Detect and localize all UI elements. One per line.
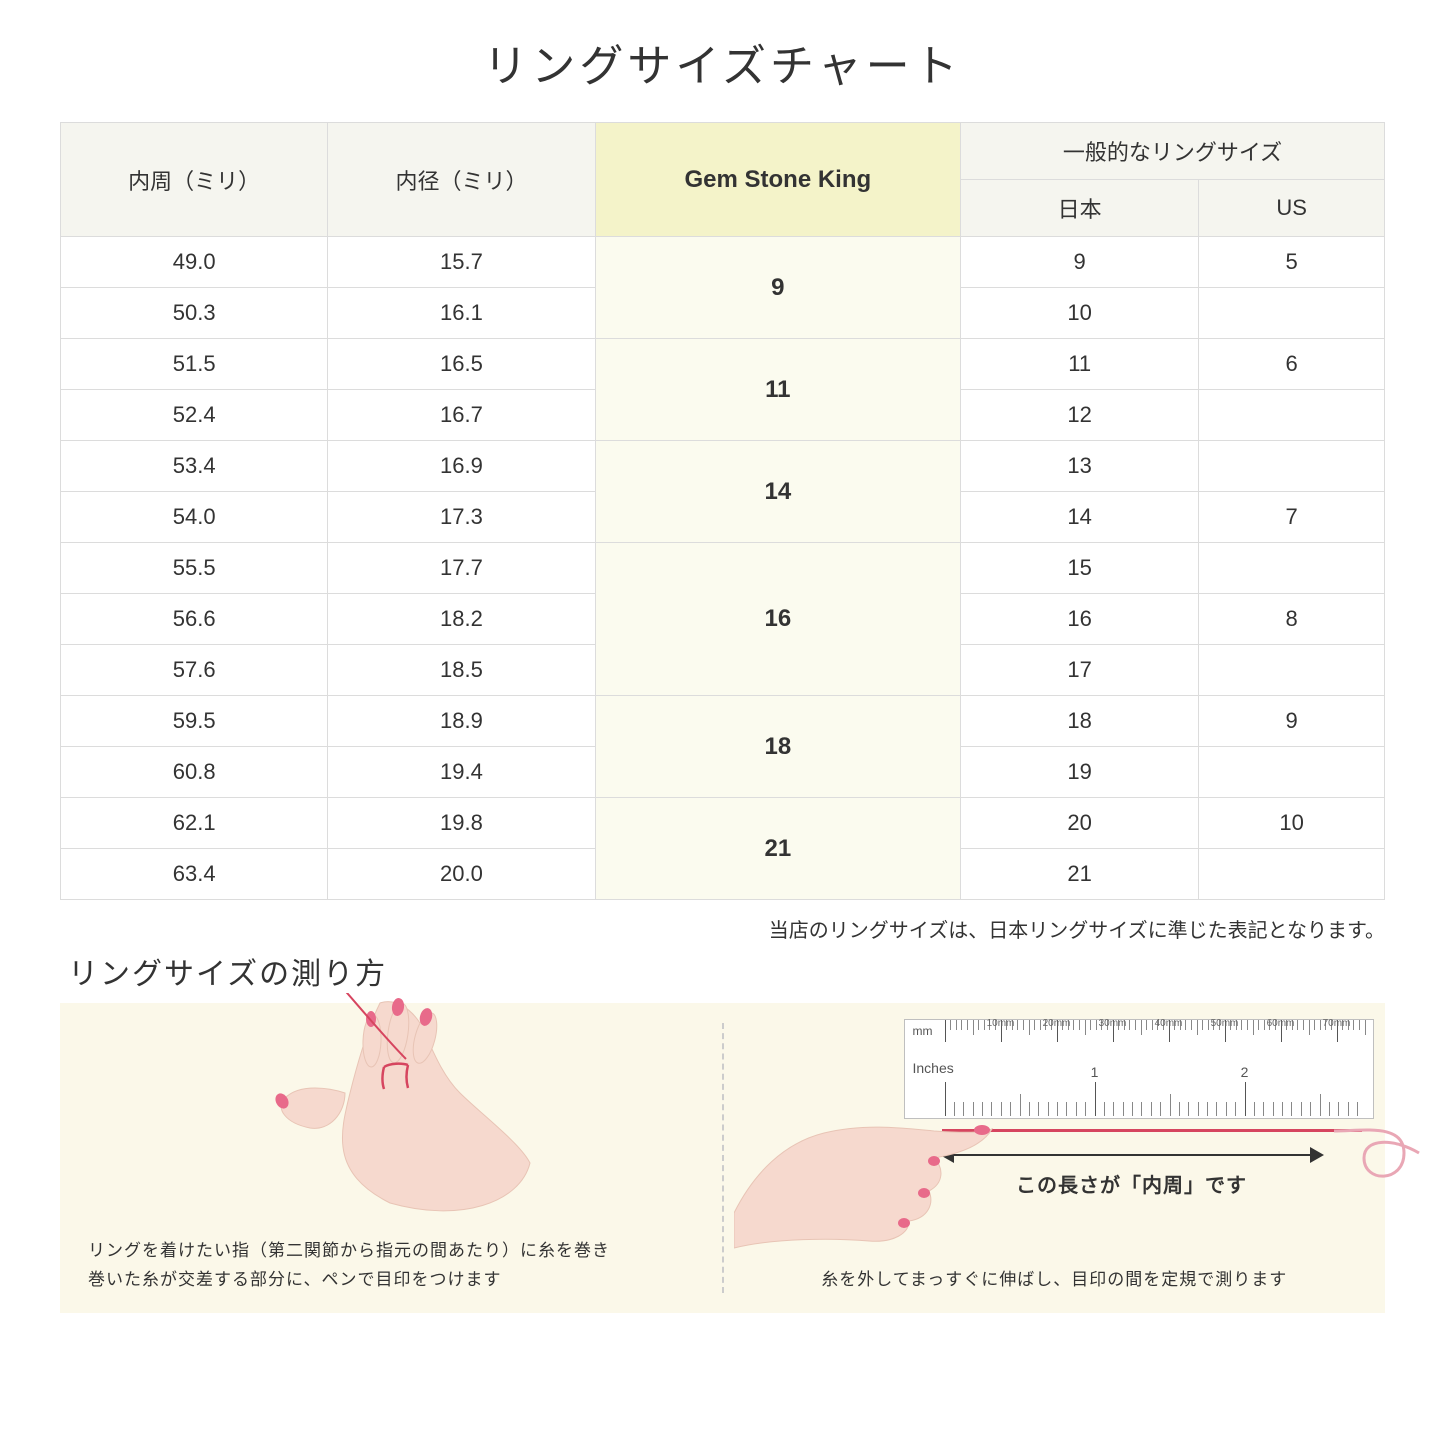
howto-left-caption: リングを着けたい指（第二関節から指元の間あたり）に糸を巻き 巻いた糸が交差する部… (88, 1237, 694, 1295)
cell-us: 10 (1199, 798, 1385, 849)
cell-us (1199, 747, 1385, 798)
howto-panel-left: リングを着けたい指（第二関節から指元の間あたり）に糸を巻き 巻いた糸が交差する部… (60, 1003, 722, 1313)
size-note: 当店のリングサイズは、日本リングサイズに準じた表記となります。 (60, 914, 1385, 943)
cell-circumference: 60.8 (61, 747, 328, 798)
table-row: 49.015.7995 (61, 237, 1385, 288)
cell-japan: 15 (961, 543, 1199, 594)
page-title: リングサイズチャート (60, 30, 1385, 94)
cell-japan: 14 (961, 492, 1199, 543)
cell-japan: 13 (961, 441, 1199, 492)
cell-diameter: 17.7 (328, 543, 595, 594)
table-row: 59.518.918189 (61, 696, 1385, 747)
cell-japan: 21 (961, 849, 1199, 900)
cell-circumference: 49.0 (61, 237, 328, 288)
cell-circumference: 55.5 (61, 543, 328, 594)
cell-japan: 10 (961, 288, 1199, 339)
howto-right-caption: 糸を外してまっすぐに伸ばし、目印の間を定規で測ります (752, 1266, 1358, 1295)
cell-circumference: 50.3 (61, 288, 328, 339)
cell-circumference: 62.1 (61, 798, 328, 849)
cell-japan: 19 (961, 747, 1199, 798)
cell-us (1199, 441, 1385, 492)
cell-diameter: 16.9 (328, 441, 595, 492)
col-diameter: 内径（ミリ） (328, 123, 595, 237)
howto-panel: リングを着けたい指（第二関節から指元の間あたり）に糸を巻き 巻いた糸が交差する部… (60, 1003, 1385, 1313)
cell-diameter: 16.1 (328, 288, 595, 339)
cell-us: 8 (1199, 594, 1385, 645)
cell-japan: 20 (961, 798, 1199, 849)
cell-us (1199, 849, 1385, 900)
ruler-mm-label: mm (913, 1024, 933, 1038)
cell-circumference: 52.4 (61, 390, 328, 441)
cell-japan: 18 (961, 696, 1199, 747)
cell-circumference: 53.4 (61, 441, 328, 492)
cell-diameter: 17.3 (328, 492, 595, 543)
measurement-arrow-icon (942, 1145, 1322, 1165)
cell-us (1199, 543, 1385, 594)
cell-circumference: 57.6 (61, 645, 328, 696)
col-gsk: Gem Stone King (595, 123, 960, 237)
cell-gsk: 18 (595, 696, 960, 798)
cell-diameter: 18.9 (328, 696, 595, 747)
thread-curl-icon (1334, 1103, 1424, 1193)
cell-japan: 12 (961, 390, 1199, 441)
cell-gsk: 21 (595, 798, 960, 900)
cell-gsk: 9 (595, 237, 960, 339)
table-row: 53.416.91413 (61, 441, 1385, 492)
hand-point-icon (734, 1073, 994, 1253)
cell-us: 7 (1199, 492, 1385, 543)
hand-wrap-thread-icon (230, 993, 550, 1223)
cell-diameter: 20.0 (328, 849, 595, 900)
cell-circumference: 56.6 (61, 594, 328, 645)
col-general-group: 一般的なリングサイズ (961, 123, 1385, 180)
howto-panel-right: mm Inches 10mm20mm30mm40mm50mm60mm70mm 1… (724, 1003, 1386, 1313)
col-circumference: 内周（ミリ） (61, 123, 328, 237)
ring-size-table: 内周（ミリ） 内径（ミリ） Gem Stone King 一般的なリングサイズ … (60, 122, 1385, 900)
cell-japan: 16 (961, 594, 1199, 645)
cell-diameter: 16.7 (328, 390, 595, 441)
cell-circumference: 63.4 (61, 849, 328, 900)
cell-diameter: 19.8 (328, 798, 595, 849)
table-row: 51.516.511116 (61, 339, 1385, 390)
cell-us: 9 (1199, 696, 1385, 747)
cell-us (1199, 390, 1385, 441)
table-row: 62.119.8212010 (61, 798, 1385, 849)
cell-circumference: 51.5 (61, 339, 328, 390)
table-row: 55.517.71615 (61, 543, 1385, 594)
col-japan: 日本 (961, 180, 1199, 237)
cell-us (1199, 288, 1385, 339)
cell-circumference: 59.5 (61, 696, 328, 747)
cell-diameter: 16.5 (328, 339, 595, 390)
arrow-label: この長さが「内周」です (942, 1169, 1322, 1198)
cell-diameter: 19.4 (328, 747, 595, 798)
cell-diameter: 18.2 (328, 594, 595, 645)
col-us: US (1199, 180, 1385, 237)
cell-us (1199, 645, 1385, 696)
howto-title: リングサイズの測り方 (68, 949, 1385, 993)
thread-line-icon (942, 1129, 1362, 1132)
cell-gsk: 11 (595, 339, 960, 441)
cell-gsk: 16 (595, 543, 960, 696)
cell-circumference: 54.0 (61, 492, 328, 543)
cell-gsk: 14 (595, 441, 960, 543)
cell-japan: 17 (961, 645, 1199, 696)
cell-us: 6 (1199, 339, 1385, 390)
cell-us: 5 (1199, 237, 1385, 288)
cell-japan: 9 (961, 237, 1199, 288)
cell-diameter: 18.5 (328, 645, 595, 696)
cell-diameter: 15.7 (328, 237, 595, 288)
cell-japan: 11 (961, 339, 1199, 390)
